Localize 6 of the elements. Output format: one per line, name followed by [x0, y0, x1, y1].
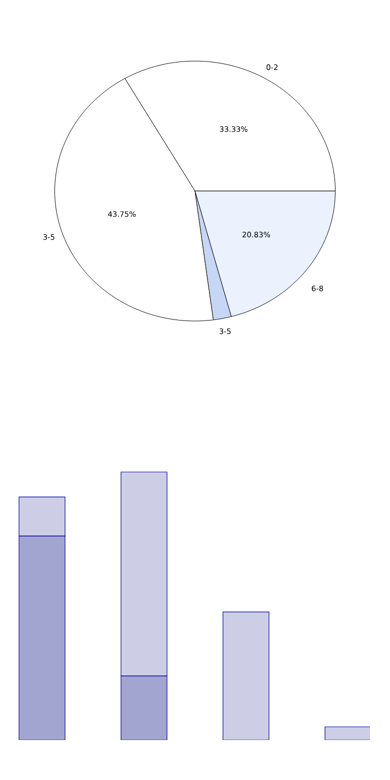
bar [324, 726, 370, 740]
bar [18, 496, 66, 536]
bar [18, 536, 66, 740]
bar [222, 612, 270, 740]
bar [120, 472, 168, 676]
bar [120, 676, 168, 740]
